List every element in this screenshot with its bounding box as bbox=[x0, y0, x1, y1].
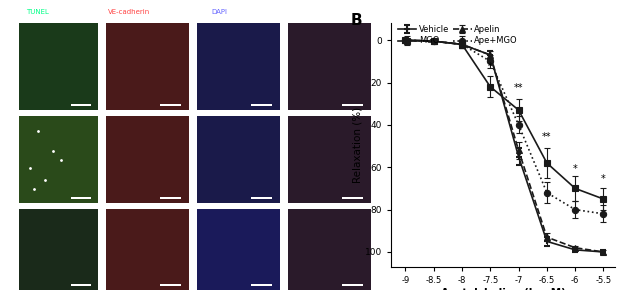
Bar bbox=[342, 104, 363, 106]
Bar bbox=[19, 209, 99, 290]
Text: Merge: Merge bbox=[300, 9, 322, 15]
Text: TUNEL: TUNEL bbox=[27, 9, 49, 15]
Bar bbox=[19, 23, 99, 110]
Bar bbox=[106, 209, 189, 290]
Bar bbox=[288, 23, 371, 110]
Bar bbox=[197, 209, 280, 290]
Text: *: * bbox=[601, 174, 606, 184]
Bar bbox=[160, 284, 181, 286]
Bar bbox=[19, 116, 99, 203]
Text: *: * bbox=[488, 62, 492, 72]
Bar bbox=[71, 104, 91, 106]
Bar bbox=[160, 104, 181, 106]
Bar bbox=[288, 209, 371, 290]
Bar bbox=[106, 23, 189, 110]
Bar bbox=[106, 116, 189, 203]
Legend: Vehicle, MGO, Apelin, Ape+MGO: Vehicle, MGO, Apelin, Ape+MGO bbox=[396, 23, 520, 48]
Text: VE-cadherin: VE-cadherin bbox=[107, 9, 150, 15]
Bar bbox=[251, 197, 272, 199]
Text: MGO: MGO bbox=[4, 137, 9, 153]
Text: MGO + Apelin: MGO + Apelin bbox=[4, 219, 9, 263]
Bar bbox=[251, 284, 272, 286]
Bar bbox=[342, 284, 363, 286]
Text: **: ** bbox=[514, 83, 524, 93]
Text: **: ** bbox=[542, 132, 551, 142]
Bar bbox=[288, 116, 371, 203]
Text: B: B bbox=[351, 13, 363, 28]
Bar bbox=[251, 104, 272, 106]
X-axis label: Acetylcholine (log M): Acetylcholine (log M) bbox=[440, 288, 566, 290]
Bar bbox=[197, 23, 280, 110]
Text: Vehicle: Vehicle bbox=[4, 38, 9, 61]
Text: DAPI: DAPI bbox=[212, 9, 228, 15]
Y-axis label: Relaxation (%): Relaxation (%) bbox=[352, 107, 362, 183]
Bar bbox=[342, 197, 363, 199]
Bar bbox=[71, 284, 91, 286]
Bar bbox=[160, 197, 181, 199]
Text: A: A bbox=[4, 9, 16, 24]
Bar bbox=[71, 197, 91, 199]
Bar bbox=[197, 116, 280, 203]
Text: *: * bbox=[573, 164, 578, 174]
